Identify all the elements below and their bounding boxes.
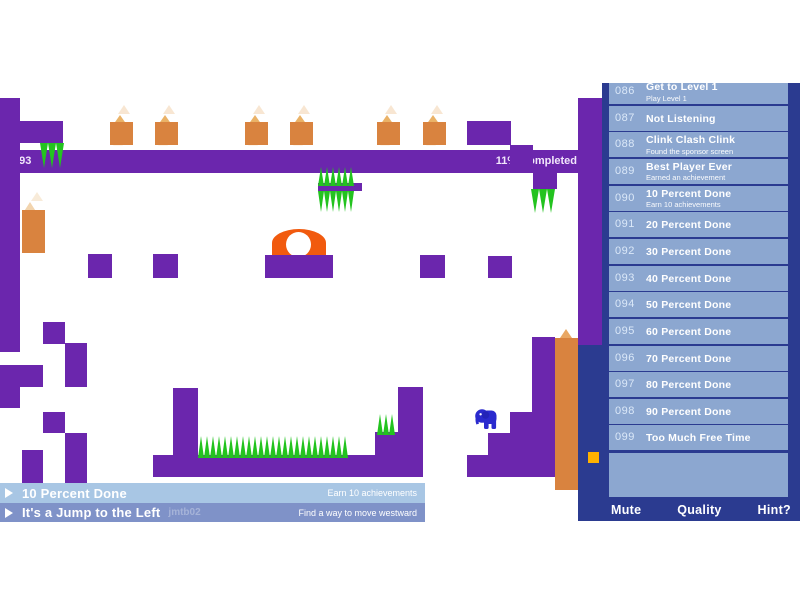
achievement-row: 097 80 Percent Done <box>609 372 788 398</box>
achievement-row: 096 70 Percent Done <box>609 345 788 371</box>
achievement-title: 70 Percent Done <box>646 352 732 365</box>
achievement-title: 20 Percent Done <box>646 219 732 232</box>
achievement-subtitle: Play Level 1 <box>646 93 687 103</box>
achievement-subtitle: Earn 10 achievements <box>646 200 721 210</box>
toast-title: 10 Percent Done <box>22 485 127 501</box>
achievement-number: 090 <box>615 191 635 204</box>
toast-subtitle: Earn 10 achievements <box>327 488 417 498</box>
achievement-title: 60 Percent Done <box>646 325 732 338</box>
achievement-row: 091 20 Percent Done <box>609 212 788 238</box>
achievement-row: 086 Get to Level 1 Play Level 1 <box>609 83 788 104</box>
achievement-row: 099 Too Much Free Time <box>609 425 788 451</box>
achievement-row: 088 Clink Clash Clink Found the sponsor sc… <box>609 132 788 158</box>
play-triangle-icon <box>5 507 16 518</box>
achievement-row: 093 40 Percent Done <box>609 265 788 291</box>
achievement-number: 099 <box>615 431 635 444</box>
achievement-row: 090 10 Percent Done Earn 10 achievements <box>609 185 788 211</box>
achievement-title: 50 Percent Done <box>646 299 732 312</box>
achievement-number: 086 <box>615 85 635 97</box>
achievements-empty-slot <box>609 453 788 497</box>
toast-subtitle: Find a way to move westward <box>298 507 417 518</box>
achievement-title: Best Player Ever <box>646 160 733 173</box>
achievement-title: 80 Percent Done <box>646 379 732 392</box>
achievement-toast-next: It's a Jump to the Left jmtb02 Find a wa… <box>0 503 425 522</box>
achievement-title: 40 Percent Done <box>646 272 732 285</box>
hud-bar: 8/93 11% Completed <box>0 150 602 173</box>
achievements-panel: 086 Get to Level 1 Play Level 1 087 Not List… <box>602 83 800 521</box>
achievement-title: Not Listening <box>646 112 716 125</box>
level-counter: 8/93 <box>10 155 32 167</box>
achievement-number: 091 <box>615 218 635 231</box>
achievement-number: 094 <box>615 298 635 311</box>
achievement-toast-earned: 10 Percent Done Earn 10 achievements <box>0 483 425 503</box>
achievement-number: 092 <box>615 244 635 257</box>
quality-button[interactable]: Quality <box>677 503 722 517</box>
achievement-row: 089 Best Player Ever Earned an achievement <box>609 158 788 184</box>
play-triangle-icon <box>5 488 16 498</box>
achievement-row: 087 Not Listening <box>609 105 788 131</box>
achievement-number: 087 <box>615 111 635 124</box>
achievement-title: 30 Percent Done <box>646 245 732 258</box>
completion-label: 11% Completed <box>495 155 577 167</box>
toast-watermark: jmtb02 <box>168 507 201 518</box>
achievement-title: 90 Percent Done <box>646 405 732 418</box>
achievement-row: 098 90 Percent Done <box>609 398 788 424</box>
achievement-number: 088 <box>615 138 635 151</box>
achievement-number: 096 <box>615 351 635 364</box>
achievement-number: 095 <box>615 324 635 337</box>
achievement-number: 097 <box>615 378 635 391</box>
panel-buttons: Mute Quality Hint? <box>602 503 800 517</box>
achievement-title: Get to Level 1 <box>646 83 718 93</box>
achievement-subtitle: Found the sponsor screen <box>646 146 734 156</box>
achievement-row: 095 60 Percent Done <box>609 318 788 344</box>
achievement-title: 10 Percent Done <box>646 187 732 200</box>
toast-title: It's a Jump to the Left <box>22 505 161 520</box>
achievement-number: 089 <box>615 164 635 177</box>
level-viewport[interactable]: 8/93 11% Completed <box>0 75 602 521</box>
achievement-row: 094 50 Percent Done <box>609 292 788 318</box>
achievement-subtitle: Earned an achievement <box>646 173 726 183</box>
achievement-title: Clink Clash Clink <box>646 134 736 147</box>
achievement-row: 092 30 Percent Done <box>609 238 788 264</box>
mute-button[interactable]: Mute <box>611 503 642 517</box>
achievement-number: 098 <box>615 404 635 417</box>
hint-button[interactable]: Hint? <box>757 503 791 517</box>
achievement-title: Too Much Free Time <box>646 432 751 445</box>
achievement-number: 093 <box>615 271 635 284</box>
